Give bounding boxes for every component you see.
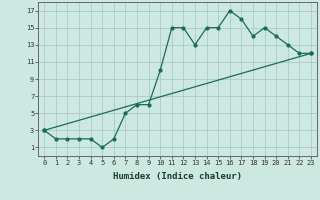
X-axis label: Humidex (Indice chaleur): Humidex (Indice chaleur) (113, 172, 242, 181)
